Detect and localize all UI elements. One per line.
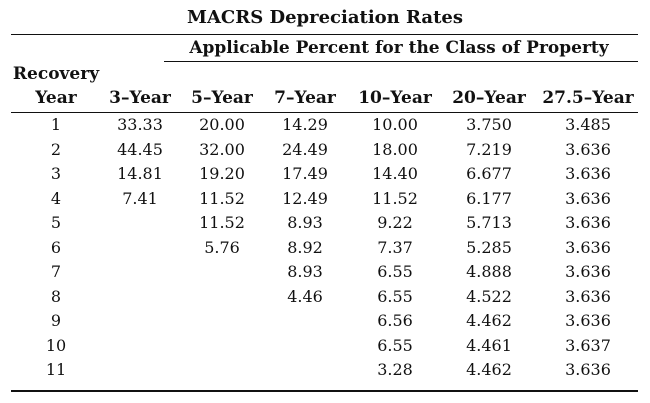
rate-10-year-cell: 6.56 <box>377 311 413 330</box>
rate-27-5-year-cell: 3.637 <box>565 335 611 355</box>
recovery-year-cell: 10 <box>45 335 67 355</box>
recovery-year-cell: 7 <box>50 262 62 281</box>
rate-20-year-cell: 6.177 <box>466 188 512 208</box>
rate-3-year-cell: 44.45 <box>117 139 163 159</box>
table-title: MACRS Depreciation Rates <box>187 7 463 28</box>
recovery-year-cell: 9 <box>50 311 62 330</box>
rate-5-year-cell: 32.00 <box>199 139 245 159</box>
rate-27-5-year-cell: 3.636 <box>565 360 611 379</box>
column-header-7-year: 7–Year <box>274 88 336 108</box>
rate-27-5-year-cell: 3.636 <box>565 164 611 183</box>
top-rule <box>11 34 638 35</box>
rate-27-5-year-cell: 3.636 <box>565 139 611 159</box>
rate-5-year-cell: 20.00 <box>199 115 245 134</box>
rate-27-5-year-cell: 3.636 <box>565 262 611 281</box>
rate-27-5-year-cell: 3.636 <box>565 213 611 232</box>
recovery-year-cell: 2 <box>50 139 62 159</box>
rate-7-year-cell: 8.93 <box>287 213 323 232</box>
rate-20-year-cell: 4.461 <box>466 335 512 355</box>
column-header-20-year: 20–Year <box>452 88 526 108</box>
rate-10-year-cell: 9.22 <box>377 213 413 232</box>
rate-20-year-cell: 7.219 <box>466 139 512 159</box>
rate-10-year-cell: 18.00 <box>372 139 418 159</box>
bottom-rule <box>11 390 638 392</box>
column-header-27-5-year: 27.5–Year <box>542 88 634 108</box>
rate-27-5-year-cell: 3.636 <box>565 286 611 306</box>
rate-7-year-cell: 17.49 <box>282 164 328 183</box>
recovery-year-cell: 4 <box>50 188 62 208</box>
subtitle-rule <box>164 61 638 62</box>
column-header-5-year: 5–Year <box>191 88 253 108</box>
rate-10-year-cell: 11.52 <box>372 188 418 208</box>
table-subtitle: Applicable Percent for the Class of Prop… <box>189 38 609 58</box>
rate-20-year-cell: 6.677 <box>466 164 512 183</box>
rate-20-year-cell: 5.713 <box>466 213 512 232</box>
rate-10-year-cell: 3.28 <box>377 360 413 379</box>
rate-7-year-cell: 12.49 <box>282 188 328 208</box>
rate-10-year-cell: 6.55 <box>377 286 413 306</box>
rate-27-5-year-cell: 3.636 <box>565 237 611 257</box>
recovery-year-cell: 6 <box>50 237 62 257</box>
rate-20-year-cell: 3.750 <box>466 115 512 134</box>
rate-10-year-cell: 14.40 <box>372 164 418 183</box>
recovery-year-cell: 3 <box>50 164 62 183</box>
rate-20-year-cell: 4.522 <box>466 286 512 306</box>
header-rule <box>11 112 638 113</box>
rate-5-year-cell: 11.52 <box>199 188 245 208</box>
rate-5-year-cell: 11.52 <box>199 213 245 232</box>
rate-27-5-year-cell: 3.636 <box>565 311 611 330</box>
recovery-header: Recovery <box>12 64 100 84</box>
rate-3-year-cell: 7.41 <box>122 188 158 208</box>
rate-7-year-cell: 24.49 <box>282 139 328 159</box>
rate-7-year-cell: 8.93 <box>287 262 323 281</box>
rate-5-year-cell: 19.20 <box>199 164 245 183</box>
column-header-10-year: 10–Year <box>358 88 432 108</box>
rate-3-year-cell: 33.33 <box>117 115 163 134</box>
recovery-year-cell: 1 <box>50 115 62 134</box>
column-header-3-year: 3–Year <box>109 88 171 108</box>
rate-20-year-cell: 4.888 <box>466 262 512 281</box>
recovery-year-cell: 11 <box>45 360 67 379</box>
rate-27-5-year-cell: 3.636 <box>565 188 611 208</box>
rate-5-year-cell: 5.76 <box>204 237 240 257</box>
rate-10-year-cell: 7.37 <box>377 237 413 257</box>
rate-20-year-cell: 4.462 <box>466 360 512 379</box>
rate-27-5-year-cell: 3.485 <box>565 115 611 134</box>
rate-3-year-cell: 14.81 <box>117 164 163 183</box>
rate-10-year-cell: 6.55 <box>377 262 413 281</box>
recovery-year-cell: 8 <box>50 286 62 306</box>
rate-7-year-cell: 8.92 <box>287 237 323 257</box>
rate-10-year-cell: 6.55 <box>377 335 413 355</box>
recovery-year-cell: 5 <box>50 213 62 232</box>
rate-20-year-cell: 4.462 <box>466 311 512 330</box>
rate-7-year-cell: 4.46 <box>287 286 323 306</box>
column-header-year: Year <box>35 88 77 108</box>
rate-10-year-cell: 10.00 <box>372 115 418 134</box>
rate-20-year-cell: 5.285 <box>466 237 512 257</box>
rate-7-year-cell: 14.29 <box>282 115 328 134</box>
